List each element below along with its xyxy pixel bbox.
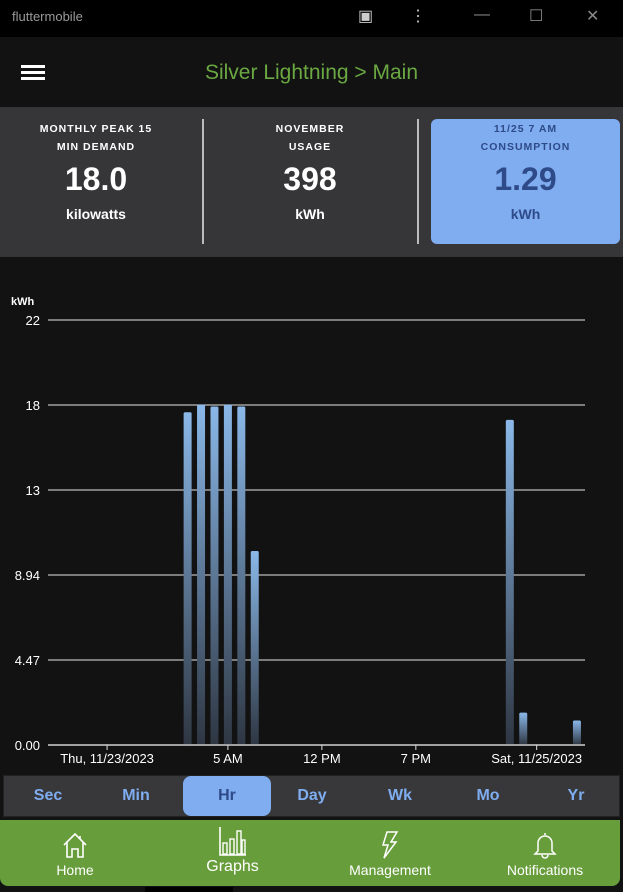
divider: [417, 119, 419, 244]
y-tick-label: 4.47: [15, 653, 40, 668]
bar: [519, 712, 528, 745]
card-label: 11/25 7 AM: [493, 123, 558, 135]
card-value: 1.29: [494, 161, 557, 197]
nav-home[interactable]: Home: [30, 820, 120, 886]
x-tick-label: Thu, 11/23/2023: [60, 751, 154, 766]
card-label: MIN DEMAND: [56, 141, 136, 153]
menu-icon[interactable]: [21, 65, 45, 81]
more-vert-icon[interactable]: ⋮: [410, 8, 426, 25]
maximize-icon[interactable]: ☐: [529, 8, 544, 25]
chart-svg: kWh 0.00 4.47 8.94 13 18 22 Thu, 11/23/2023 5 A…: [11, 296, 585, 766]
tab-day[interactable]: Day: [297, 787, 327, 804]
card-label: USAGE: [288, 141, 332, 153]
nav-management[interactable]: Management: [340, 820, 440, 886]
interval-tabs: Sec Min Hr Day Wk Mo Yr: [3, 775, 620, 817]
bell-icon: [533, 833, 557, 859]
card-label: CONSUMPTION: [480, 141, 571, 153]
nav-label: Notifications: [506, 862, 584, 878]
home-icon: [63, 832, 87, 858]
close-icon[interactable]: ✕: [586, 8, 600, 25]
x-tick-label: 7 PM: [401, 751, 431, 766]
bar: [223, 404, 232, 745]
card-label: MONTHLY PEAK 15: [39, 123, 153, 135]
nav-label: Management: [349, 862, 431, 878]
y-axis-label: kWh: [11, 296, 35, 308]
page-title: Silver Lightning > Main: [204, 61, 419, 84]
tab-hr[interactable]: Hr: [183, 776, 271, 816]
consumption-chart[interactable]: kWh 0.00 4.47 8.94 13 18 22 Thu, 11/23/2023 5 A…: [0, 257, 623, 772]
y-tick-label: 18: [26, 398, 40, 413]
extension-icon[interactable]: ▣: [358, 8, 374, 25]
monthly-usage-card: NOVEMBER USAGE 398 kWh: [224, 119, 396, 244]
bar-chart-icon: [218, 827, 246, 856]
nav-graphs[interactable]: Graphs: [185, 820, 280, 886]
y-tick-label: 22: [26, 313, 40, 328]
bar: [183, 412, 192, 745]
bar: [210, 406, 219, 745]
bottom-strip: [145, 887, 233, 892]
nav-notifications[interactable]: Notifications: [495, 820, 595, 886]
tab-wk[interactable]: Wk: [388, 787, 412, 804]
nav-label: Home: [56, 862, 94, 878]
bar: [250, 551, 259, 745]
window-title: fluttermobile: [12, 9, 83, 24]
app-bar: Silver Lightning > Main: [0, 37, 623, 107]
consumption-card[interactable]: 11/25 7 AM CONSUMPTION 1.29 kWh: [431, 119, 620, 244]
y-tick-label: 13: [26, 483, 40, 498]
card-value: 18.0: [64, 161, 128, 197]
bar: [237, 406, 246, 745]
card-value: 398: [283, 161, 337, 197]
card-label: NOVEMBER: [275, 123, 345, 135]
nav-label: Graphs: [206, 858, 259, 875]
peak-demand-card: MONTHLY PEAK 15 MIN DEMAND 18.0 kilowatt…: [10, 119, 182, 244]
x-tick-label: 5 AM: [213, 751, 243, 766]
tab-mo[interactable]: Mo: [476, 787, 500, 804]
tab-yr[interactable]: Yr: [567, 787, 585, 804]
x-tick-label: 12 PM: [303, 751, 341, 766]
minimize-icon[interactable]: —: [474, 6, 490, 23]
card-unit: kilowatts: [66, 206, 126, 222]
card-unit: kWh: [295, 206, 325, 222]
window-titlebar: fluttermobile ▣ ⋮ — ☐ ✕: [0, 0, 623, 37]
lightning-icon: [381, 831, 399, 859]
y-tick-label: 0.00: [15, 738, 40, 753]
bar: [572, 720, 581, 745]
divider: [202, 119, 204, 244]
y-tick-label: 8.94: [15, 568, 40, 583]
bar: [197, 404, 206, 745]
summary-cards: MONTHLY PEAK 15 MIN DEMAND 18.0 kilowatt…: [0, 107, 623, 257]
bottom-nav: Home Graphs Management Notifications: [0, 820, 620, 886]
x-tick-label: Sat, 11/25/2023: [491, 751, 582, 766]
tab-sec[interactable]: Sec: [33, 787, 63, 804]
bar: [505, 419, 514, 745]
card-unit: kWh: [510, 206, 541, 222]
tab-min[interactable]: Min: [122, 787, 150, 804]
